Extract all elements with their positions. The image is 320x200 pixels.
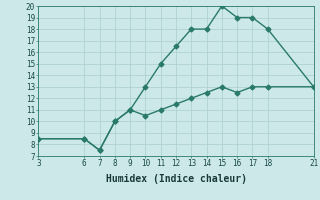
X-axis label: Humidex (Indice chaleur): Humidex (Indice chaleur) (106, 174, 246, 184)
